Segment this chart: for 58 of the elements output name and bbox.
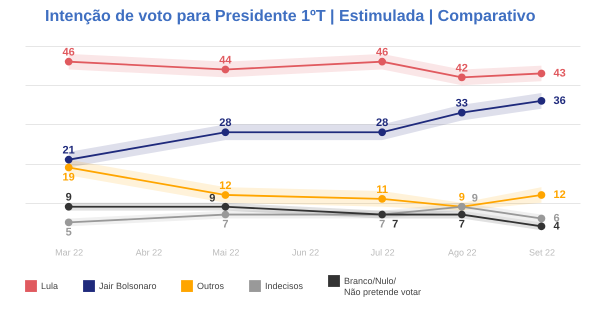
data-label: 28	[219, 117, 232, 130]
data-label: 46	[62, 46, 75, 59]
point	[458, 73, 466, 82]
point	[538, 214, 546, 222]
x-tick-label: Mai 22	[212, 248, 240, 258]
x-tick-label: Set 22	[528, 248, 555, 258]
data-label: 12	[553, 188, 566, 201]
x-tick-label: Mar 22	[55, 248, 84, 258]
data-label: 4	[553, 220, 560, 232]
x-tick-label: Jul 22	[370, 248, 395, 258]
x-tick-label: Ago 22	[448, 248, 477, 258]
data-label: 28	[376, 117, 388, 130]
data-label: 7	[379, 218, 386, 231]
data-label: 12	[219, 180, 232, 192]
point	[222, 202, 230, 211]
data-label: 44	[219, 54, 232, 67]
data-label: 42	[456, 62, 468, 74]
data-label: 9	[66, 192, 72, 204]
point	[378, 58, 386, 66]
point	[458, 108, 466, 117]
point	[378, 195, 386, 203]
data-label: 5	[66, 226, 72, 238]
point	[222, 210, 230, 218]
legend-label: Indecisos	[265, 281, 304, 292]
point	[538, 70, 546, 78]
legend-label: Jair Bolsonaro	[99, 281, 157, 292]
point	[538, 97, 546, 105]
point	[64, 218, 73, 226]
data-label: 7	[222, 218, 228, 231]
data-label: 19	[62, 172, 75, 184]
point	[222, 66, 230, 74]
data-label: 9	[458, 192, 465, 204]
data-label: 7	[392, 218, 398, 231]
data-label: 36	[553, 94, 566, 107]
point	[64, 58, 73, 66]
data-label: 7	[458, 218, 465, 231]
data-label: 43	[553, 67, 566, 80]
point	[378, 128, 386, 136]
data-label: 9	[472, 192, 478, 205]
point	[222, 191, 230, 199]
legend-label: Branco/Nulo/ Não pretende votar	[344, 276, 422, 297]
x-tick-label: Abr 22	[136, 248, 162, 258]
chart-title: Intenção de voto para Presidente 1ºT | Estimulada | Comparativo	[45, 8, 536, 25]
point	[222, 128, 230, 136]
point	[538, 191, 546, 199]
point	[538, 222, 546, 230]
legend-label: Outros	[197, 281, 225, 292]
data-label: 9	[209, 192, 216, 205]
data-label: 11	[376, 184, 388, 196]
point	[64, 156, 73, 164]
point	[64, 202, 73, 211]
data-label: 46	[376, 46, 388, 59]
legend-label: Lula	[41, 281, 58, 292]
point	[64, 164, 73, 172]
point	[458, 210, 466, 218]
data-label: 33	[456, 98, 468, 110]
data-label: 21	[62, 144, 75, 157]
x-tick-label: Jun 22	[292, 248, 320, 258]
